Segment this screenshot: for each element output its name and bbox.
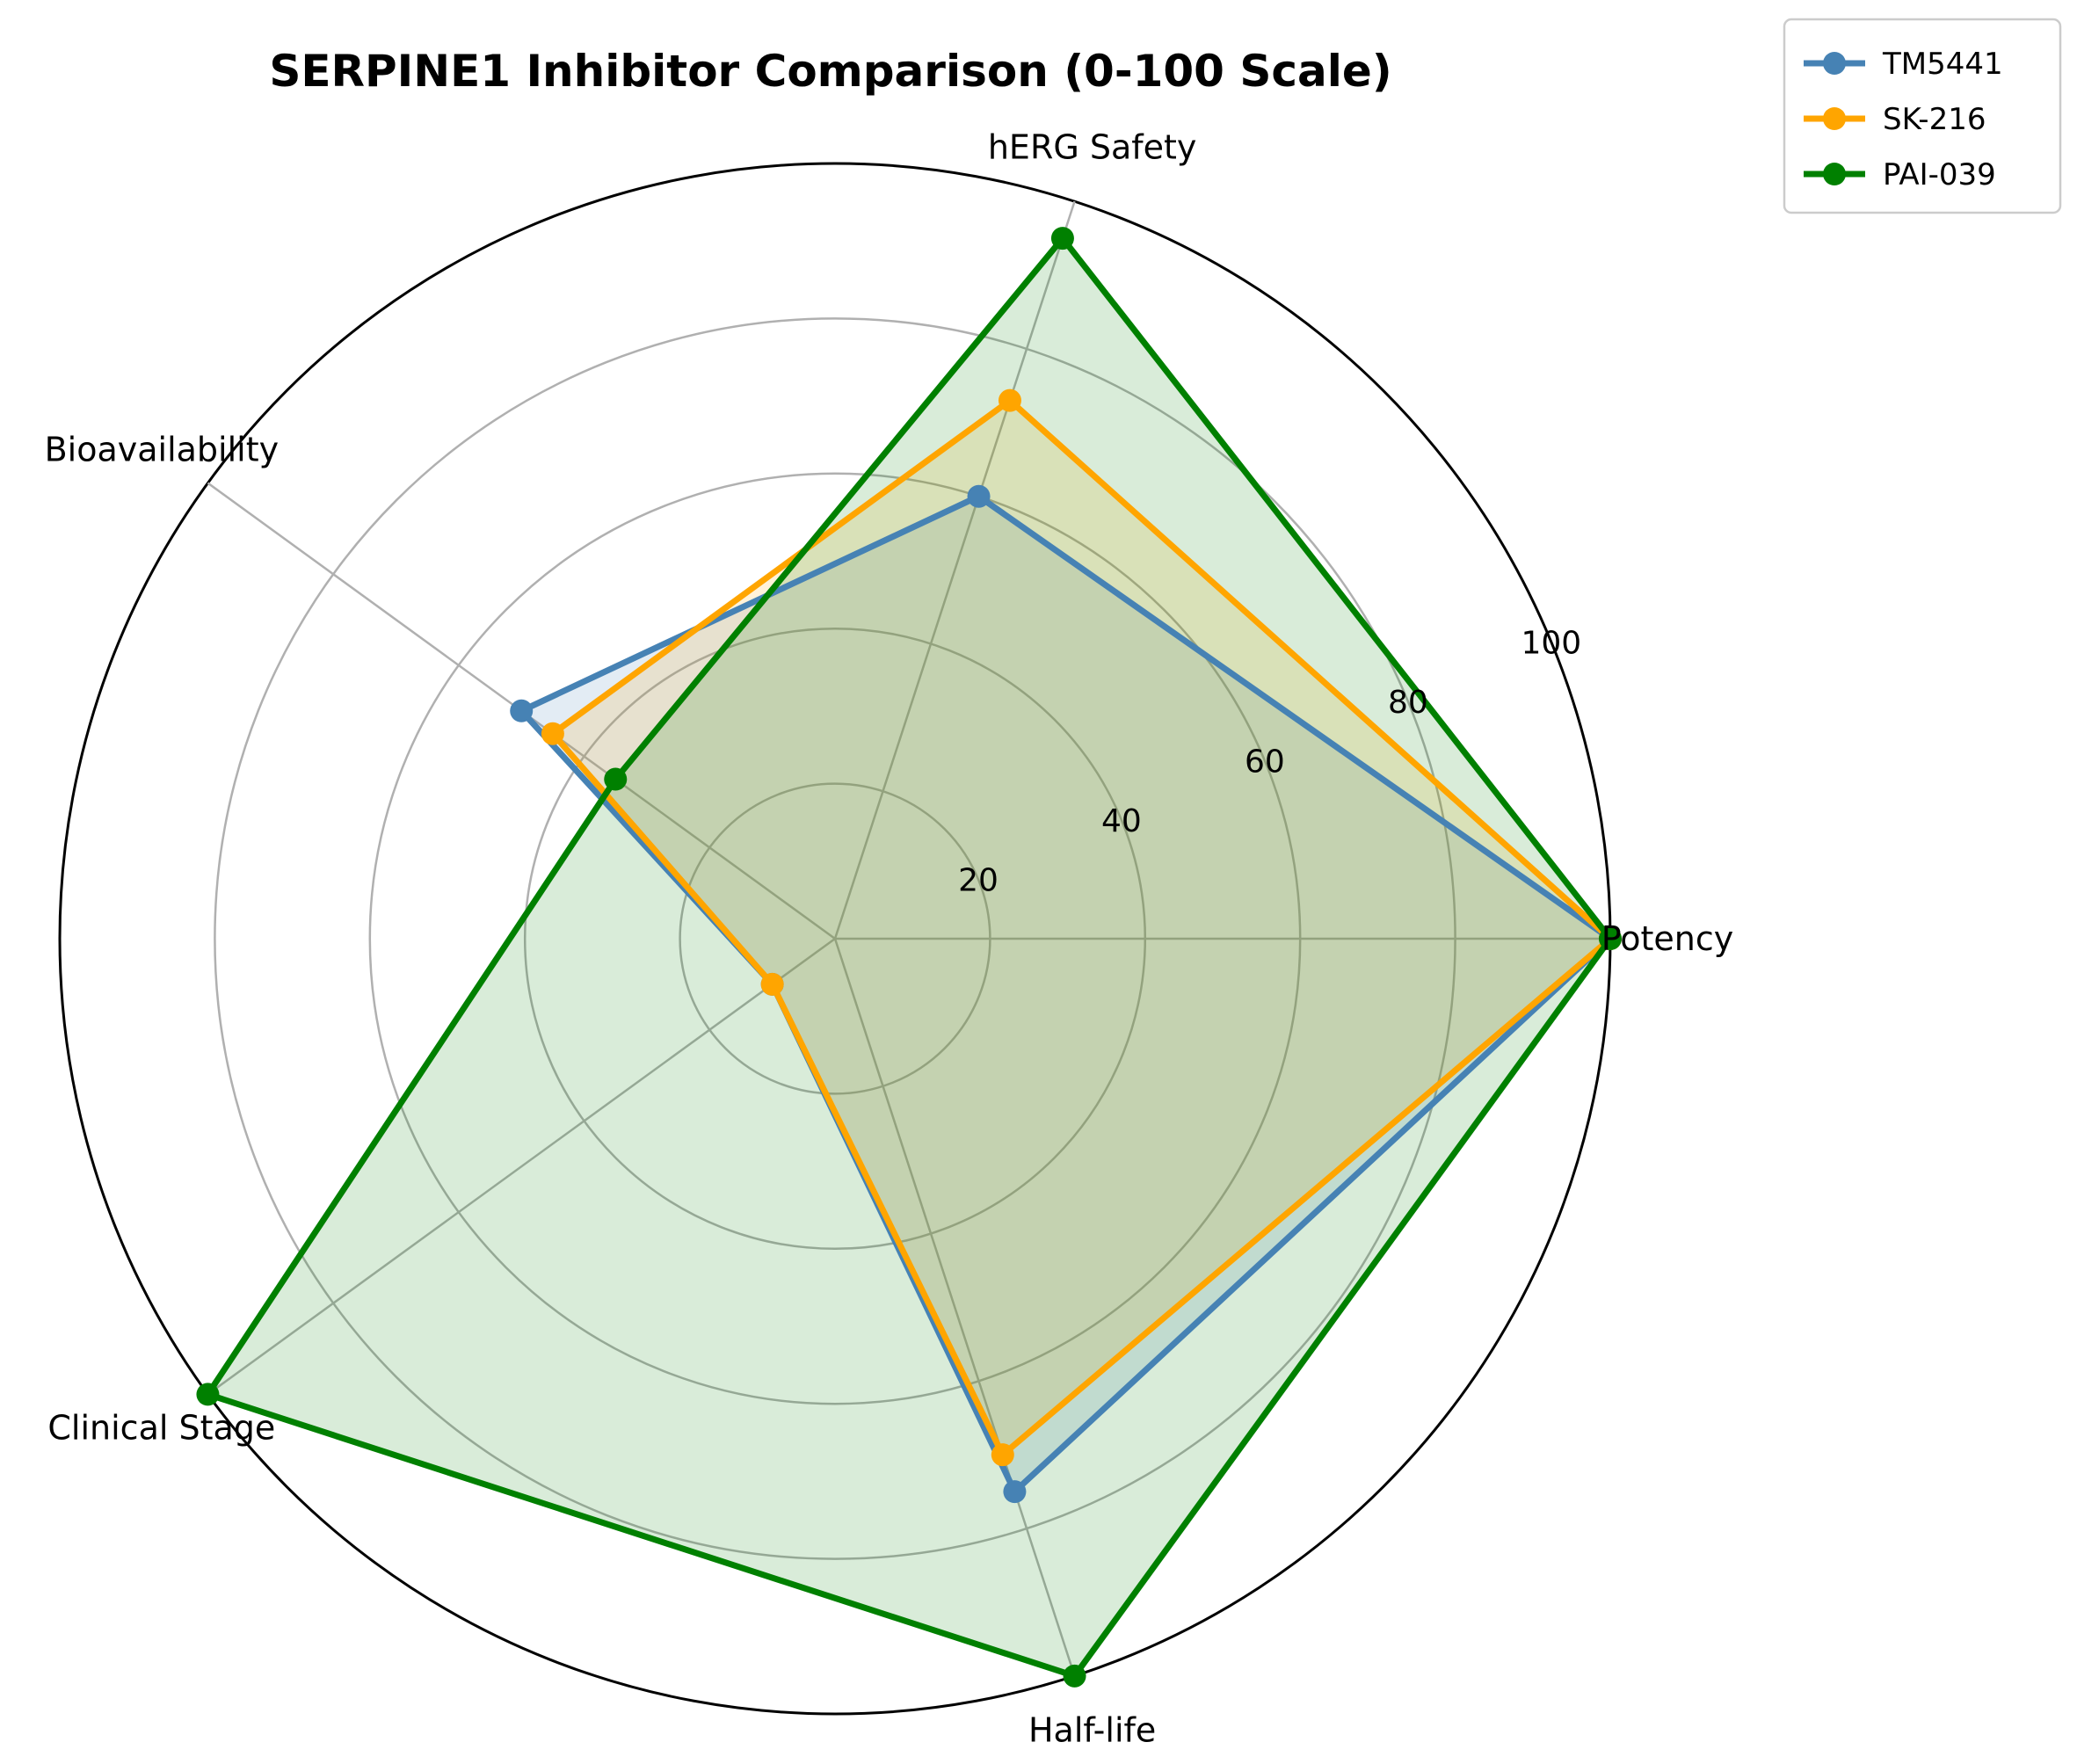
axis-label: Half-life — [1028, 1711, 1156, 1750]
data-point — [604, 767, 628, 791]
axis-label: Potency — [1601, 919, 1734, 958]
chart-title: SERPINE1 Inhibitor Comparison (0-100 Sca… — [269, 46, 1391, 97]
tick-label: 100 — [1521, 625, 1582, 661]
spoke-line — [833, 938, 1076, 1677]
tick-label: 80 — [1388, 685, 1428, 721]
axis-label: hERG Safety — [988, 127, 1197, 166]
tick-label: 40 — [1101, 803, 1142, 839]
legend-label: PAI-039 — [1883, 157, 1996, 192]
legend-box — [1783, 18, 2062, 214]
axis-label: Bioavailability — [45, 430, 280, 468]
data-point — [998, 388, 1021, 412]
tick-label: 20 — [958, 862, 999, 898]
tick-label: 60 — [1245, 744, 1285, 780]
series-fill-SK-216 — [552, 400, 1611, 1455]
legend-swatch-marker — [1823, 163, 1846, 185]
data-point — [967, 484, 991, 508]
series-fill-PAI-039 — [207, 238, 1610, 1676]
spoke-line — [207, 937, 836, 1396]
legend: TM5441 SK-216 PAI-039 — [1783, 18, 2062, 214]
series-line-TM5441 — [516, 492, 1616, 1497]
data-point — [1050, 227, 1074, 250]
series-fill-TM5441 — [521, 496, 1610, 1492]
data-point — [1599, 927, 1622, 950]
data-point — [760, 972, 784, 996]
legend-swatch-marker — [1823, 107, 1846, 130]
data-point — [1063, 1664, 1086, 1688]
radial-tick-labels: 20 40 60 80 100 — [958, 625, 1581, 898]
data-point — [196, 1383, 220, 1406]
series-fills — [207, 238, 1611, 1676]
data-point — [510, 699, 534, 722]
data-point — [991, 1443, 1014, 1467]
data-point — [541, 722, 564, 745]
legend-label: TM5441 — [1882, 47, 2003, 82]
series-lines — [196, 227, 1622, 1688]
axis-label: Clinical Stage — [47, 1409, 275, 1448]
legend-swatch-marker — [1823, 52, 1846, 75]
radar-grid — [58, 162, 1612, 1716]
spoke-line — [833, 200, 1076, 940]
data-point — [1003, 1480, 1027, 1504]
legend-label: SK-216 — [1883, 102, 1986, 137]
axis-labels: Potency hERG Safety Bioavailability Clinica… — [45, 127, 1734, 1749]
series-line-SK-216 — [548, 396, 1616, 1460]
series-line-PAI-039 — [202, 233, 1615, 1680]
